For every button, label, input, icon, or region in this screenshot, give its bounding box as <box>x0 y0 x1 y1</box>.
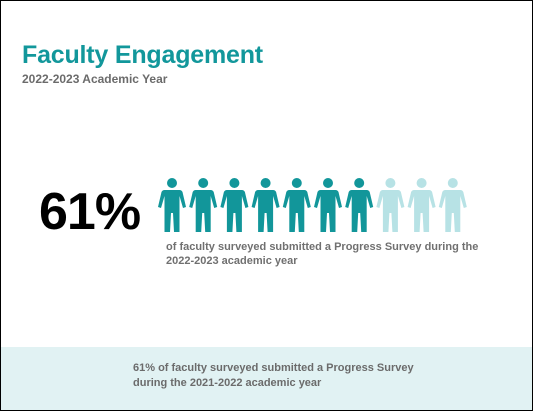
person-head <box>385 178 396 188</box>
person-icon-empty <box>407 178 436 232</box>
person-body <box>345 190 374 232</box>
footer-comparison-text: 61% of faculty surveyed submitted a Prog… <box>133 362 414 389</box>
person-body <box>376 190 405 232</box>
person-body <box>282 190 311 232</box>
person-body <box>158 190 186 232</box>
person-head <box>323 178 333 188</box>
person-head <box>229 178 240 188</box>
person-body <box>407 190 436 232</box>
person-body <box>220 190 249 232</box>
person-head <box>354 178 365 188</box>
page-title: Faculty Engagement <box>22 41 263 69</box>
person-head <box>167 178 177 188</box>
person-icon-filled <box>251 178 280 232</box>
person-icon-empty <box>438 178 467 232</box>
person-icon-row <box>158 178 467 232</box>
person-head <box>198 178 209 188</box>
person-icon-empty <box>376 178 405 232</box>
person-head <box>416 178 427 188</box>
person-icon-filled <box>314 178 342 232</box>
person-body <box>189 190 218 232</box>
person-head <box>447 178 458 188</box>
stat-description: of faculty surveyed submitted a Progress… <box>166 241 479 267</box>
person-icon-filled <box>220 178 249 232</box>
stat-value: 61% <box>39 183 141 241</box>
person-icon-filled <box>345 178 374 232</box>
person-body <box>251 190 280 232</box>
page-subtitle: 2022-2023 Academic Year <box>22 72 168 86</box>
person-body <box>314 190 342 232</box>
person-icon-filled <box>282 178 311 232</box>
person-body <box>438 190 467 232</box>
person-icon-filled <box>158 178 186 232</box>
person-icon-filled <box>189 178 218 232</box>
footer-band: 61% of faculty surveyed submitted a Prog… <box>1 347 532 410</box>
person-head <box>291 178 302 188</box>
person-head <box>260 178 271 188</box>
